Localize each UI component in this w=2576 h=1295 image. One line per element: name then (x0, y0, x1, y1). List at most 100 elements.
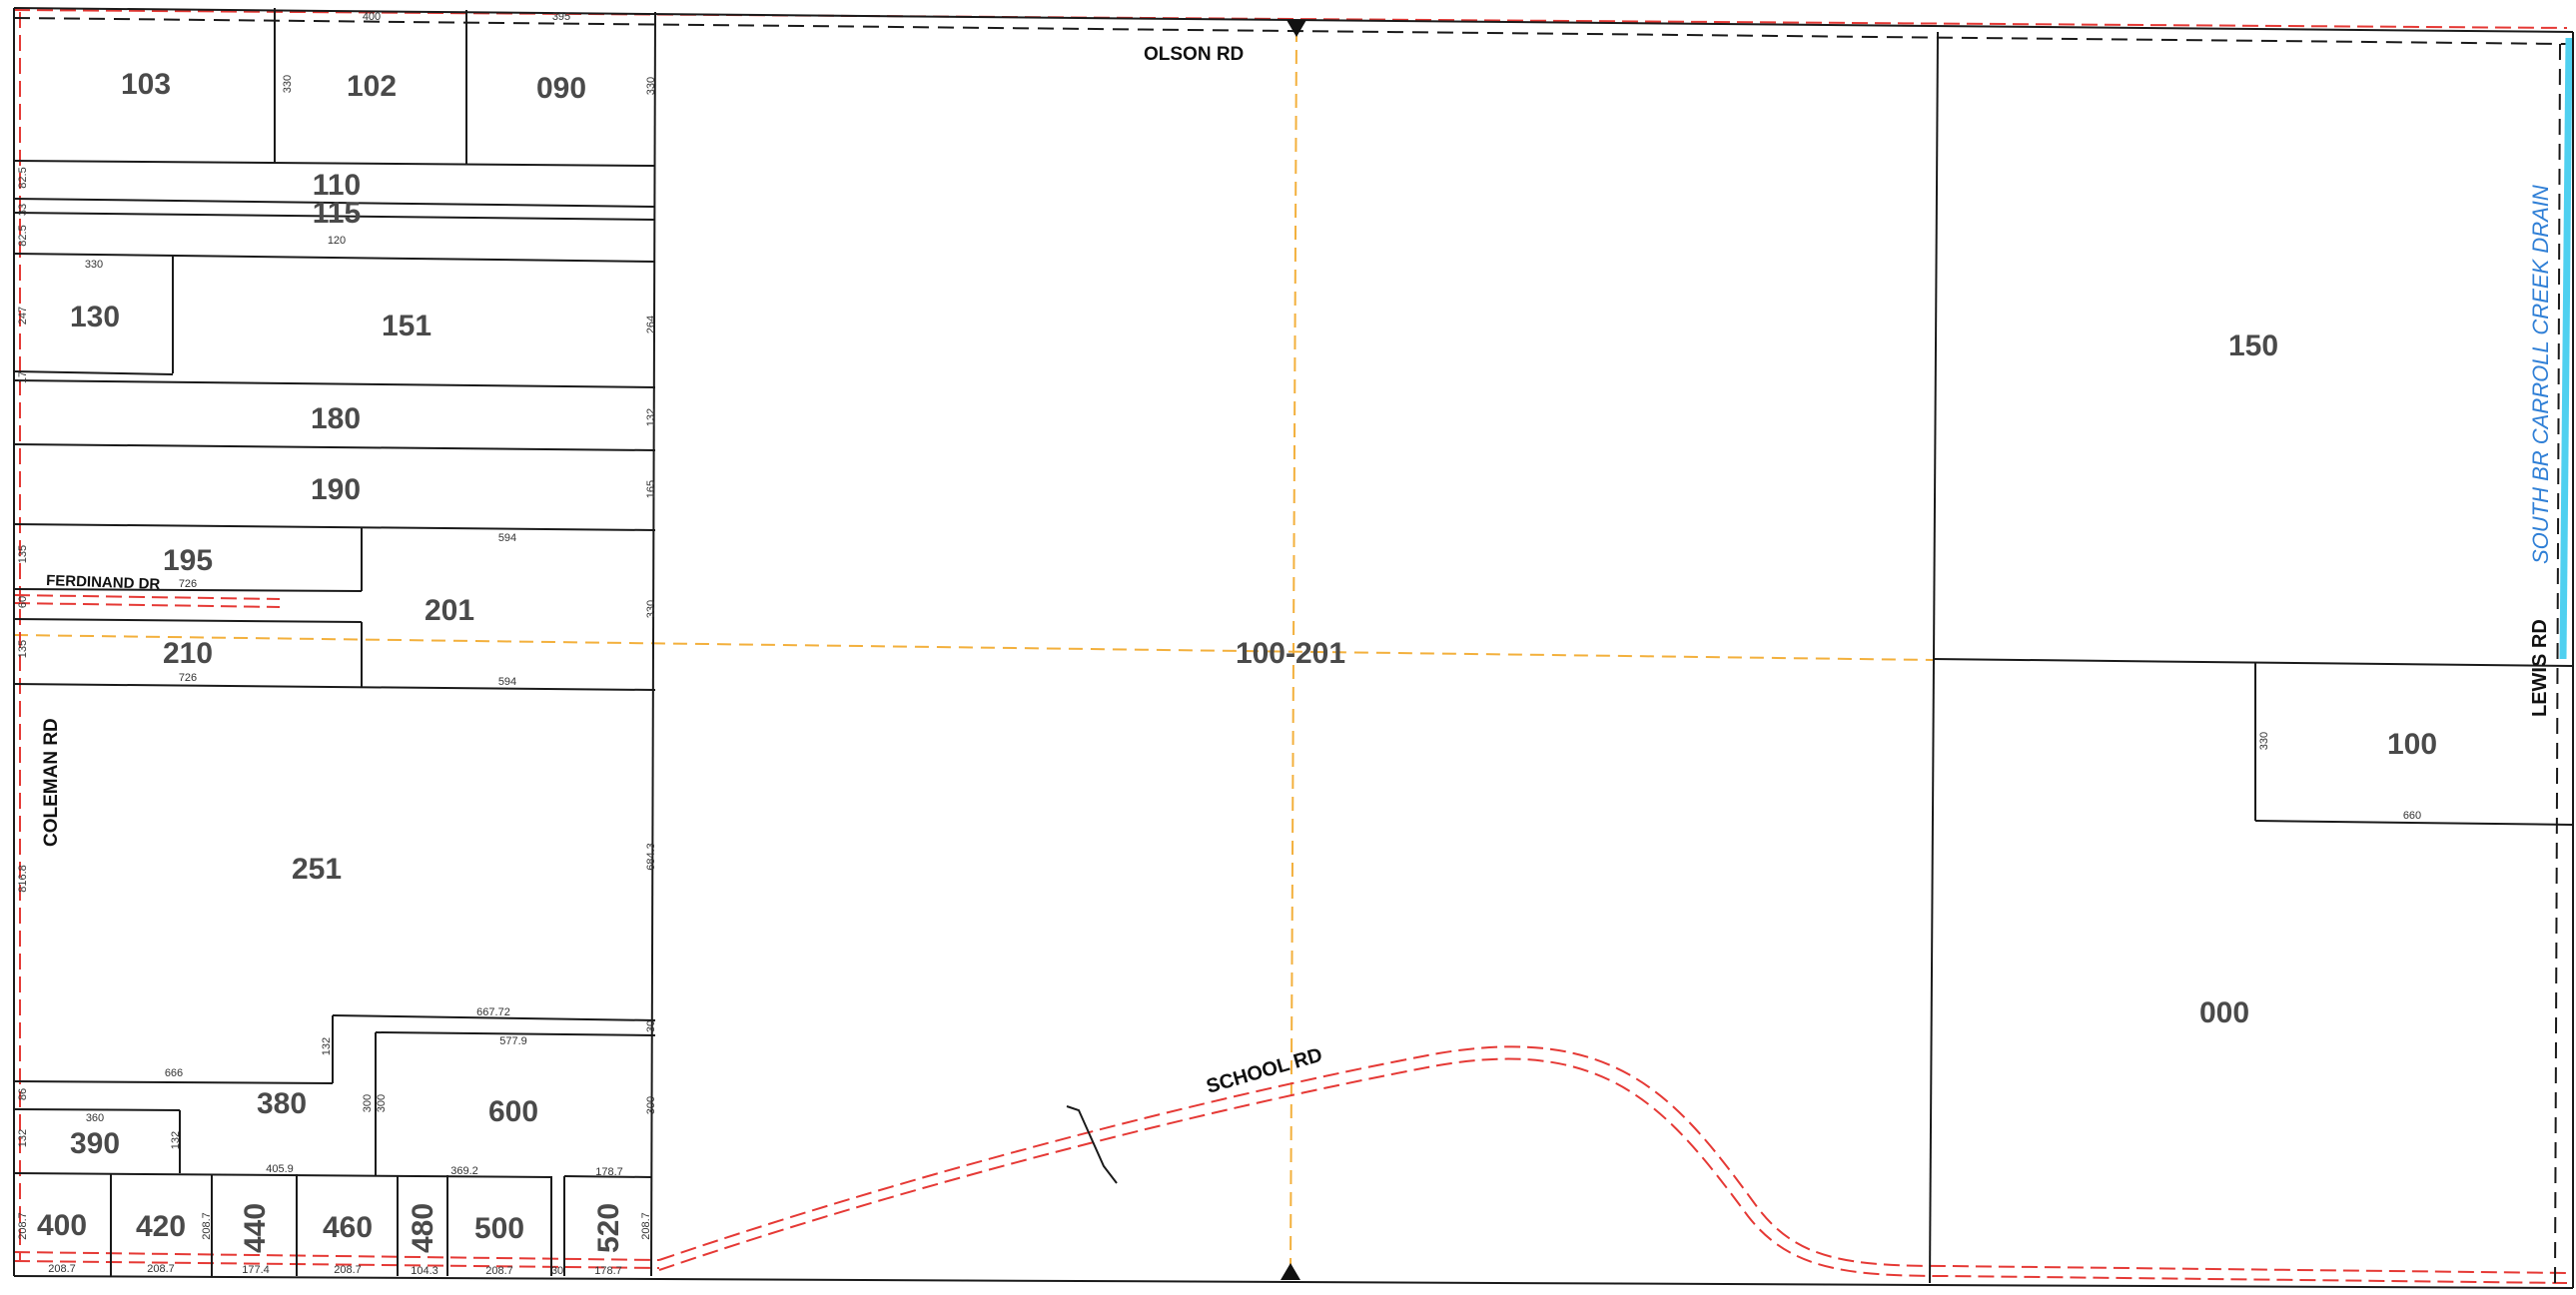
dimension-label: 330 (645, 600, 657, 618)
drain-label: SOUTH BR CARROLL CREEK DRAIN (2528, 185, 2553, 564)
dimension-label: 330 (282, 75, 294, 93)
dimension-label: 135 (17, 640, 29, 658)
dimension-label: 178.7 (595, 1166, 623, 1178)
dimension-label: 132 (170, 1131, 182, 1149)
dimension-label: 300 (376, 1094, 388, 1112)
row-school-a (658, 1045, 2568, 1274)
parcel-210: 210 (163, 637, 213, 670)
road-label-ferdinand: FERDINAND DR (46, 572, 161, 593)
row-ferdinand-b (13, 602, 281, 608)
dimension-label: 330 (85, 259, 103, 271)
parcel-420: 420 (136, 1210, 186, 1243)
dimension-label: 666 (165, 1067, 183, 1079)
parcel-251: 251 (292, 853, 342, 886)
parcel-100: 100 (2387, 728, 2437, 761)
dimension-label: 120 (328, 235, 346, 247)
parcel-numbers: 103 102 090 110 115 130 151 180 190 195 … (37, 68, 2437, 1253)
dimension-label: 132 (321, 1037, 333, 1055)
parcel-115: 115 (313, 197, 361, 230)
parcel-151: 151 (382, 310, 431, 342)
dimension-label: 360 (86, 1112, 104, 1124)
dimension-label: 86 (17, 1088, 29, 1100)
dimension-label: 33 (17, 204, 29, 216)
dimension-label: 667.72 (476, 1006, 510, 1018)
parcel-460: 460 (323, 1211, 373, 1244)
parcel-600: 600 (488, 1095, 538, 1128)
parcel-000: 000 (2199, 996, 2249, 1029)
parcel-110: 110 (313, 169, 361, 202)
dimension-label: 82.5 (17, 167, 29, 188)
dimension-label: 594 (498, 532, 516, 544)
dimension-label: 132 (17, 1129, 29, 1147)
dimension-label: 400 (363, 11, 381, 23)
dimension-label: 82.5 (17, 225, 29, 246)
dimension-label: 300 (362, 1094, 374, 1112)
parcel-380: 380 (257, 1087, 307, 1120)
dimension-label: 30 (551, 1265, 563, 1277)
parcel-103: 103 (121, 68, 171, 101)
parcel-390: 390 (70, 1127, 120, 1160)
parcel-480: 480 (407, 1203, 439, 1253)
break-symbol (1066, 1105, 1118, 1184)
dimension-label: 208.7 (640, 1212, 652, 1240)
parcel-500: 500 (474, 1212, 524, 1245)
dimension-label: 135 (17, 545, 29, 563)
parcel-400: 400 (37, 1209, 87, 1242)
road-centerlines (13, 17, 2568, 1284)
row-ferdinand-a (13, 594, 281, 600)
dimension-label: 208.7 (17, 1212, 29, 1240)
dimension-label: 594 (498, 676, 516, 688)
dimension-label: 405.9 (266, 1163, 294, 1175)
dimension-label: 208.7 (48, 1263, 76, 1275)
dimension-label: 369.2 (450, 1165, 478, 1177)
dimension-label: 300 (645, 1096, 657, 1114)
dimension-label: 165 (645, 480, 657, 498)
road-label-olson: OLSON RD (1144, 44, 1244, 65)
dimension-label: 208.7 (334, 1264, 362, 1276)
dimension-label: 577.9 (499, 1035, 527, 1047)
section-line-vertical (1289, 27, 1297, 1274)
dimension-label: 132 (645, 408, 657, 426)
drain-line (2559, 37, 2573, 660)
row-school-b (658, 1057, 2568, 1284)
olson-centerline (13, 17, 2568, 45)
section-lines (13, 27, 1934, 1274)
dimension-label: 330 (645, 77, 657, 95)
parcel-102: 102 (347, 70, 397, 103)
parcel-lines (13, 7, 2574, 1289)
section-id-label: 100-201 (1236, 637, 1345, 670)
section-corner-north-marker (1287, 20, 1306, 37)
dimension-label: 660 (2403, 810, 2421, 822)
lewis-centerline (2554, 43, 2561, 1284)
parcel-150: 150 (2228, 329, 2278, 362)
dimension-label: 208.7 (485, 1265, 513, 1277)
dimension-label: 30 (645, 1020, 657, 1032)
dimension-label: 208.7 (201, 1212, 213, 1240)
parcel-201: 201 (425, 594, 474, 627)
dimension-label: 726 (179, 578, 197, 590)
dimension-label: 178.7 (594, 1265, 622, 1277)
road-label-coleman: COLEMAN RD (41, 718, 62, 847)
section-corner-south-marker (1281, 1263, 1300, 1280)
dimension-label: 726 (179, 672, 197, 684)
dimension-label: 247 (17, 307, 29, 324)
parcel-440: 440 (239, 1203, 272, 1253)
dimension-label: 60 (17, 596, 29, 608)
section-line-horizontal (13, 634, 1934, 661)
parcel-180: 180 (311, 402, 361, 435)
parcel-520: 520 (592, 1203, 625, 1253)
dimension-label: 208.7 (147, 1263, 175, 1275)
dimension-label: 684.3 (645, 843, 657, 871)
dimension-label: 395 (552, 11, 570, 23)
parcel-090: 090 (536, 72, 586, 105)
parcel-130: 130 (70, 301, 120, 333)
dimension-label: 177.4 (242, 1264, 270, 1276)
dimension-labels: 400 395 330 330 82.5 33 82.5 120 330 247… (17, 11, 2421, 1277)
dimension-label: 17 (17, 371, 29, 383)
road-label-lewis: LEWIS RD (2529, 619, 2551, 717)
dimension-label: 264 (645, 316, 657, 333)
dimension-label: 816.8 (17, 865, 29, 893)
parcel-195: 195 (163, 544, 213, 577)
